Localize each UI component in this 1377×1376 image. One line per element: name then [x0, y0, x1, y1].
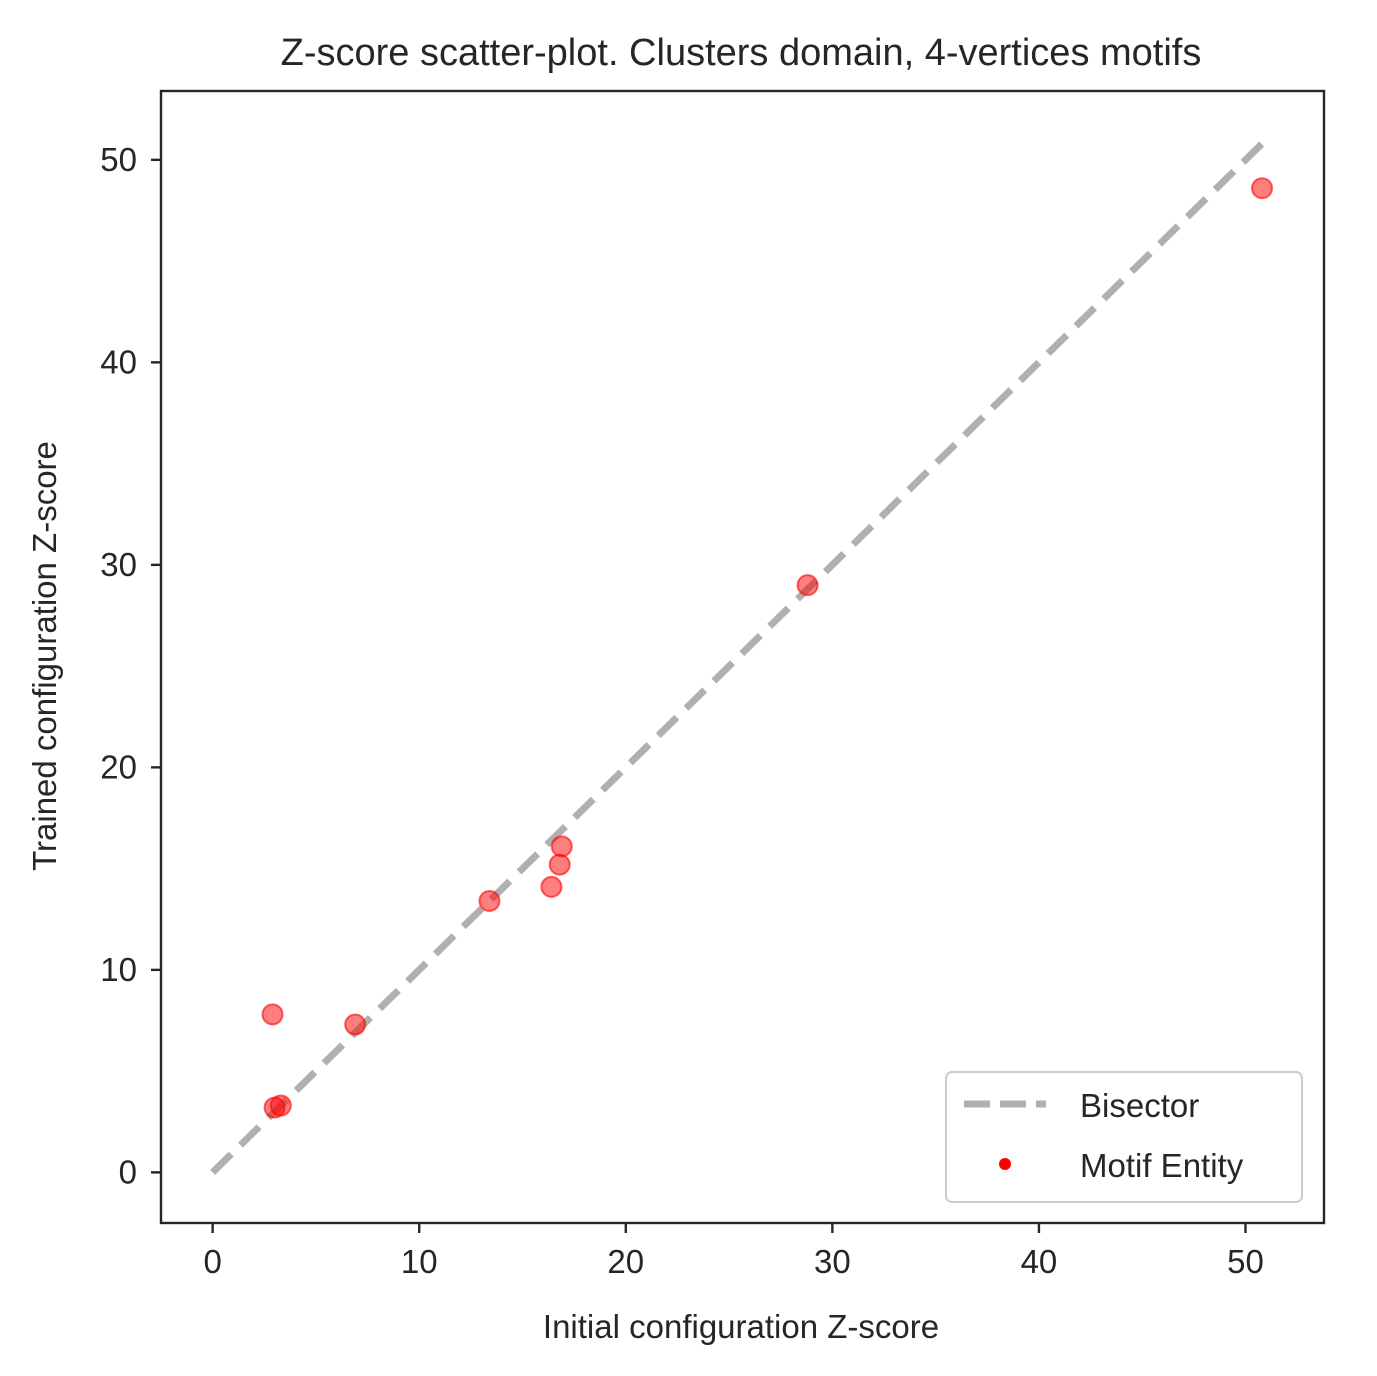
motif-point	[1251, 177, 1274, 200]
motif-point	[344, 1013, 367, 1036]
bisector-line	[210, 141, 1265, 1175]
x-tick-label: 30	[814, 1243, 851, 1280]
chart-title: Z-score scatter-plot. Clusters domain, 4…	[281, 32, 1202, 74]
legend: Bisector Motif Entity	[945, 1071, 1303, 1203]
x-tick-label: 50	[1227, 1243, 1264, 1280]
y-tick-label: 0	[119, 1153, 137, 1190]
y-ticks: 0 10 20 30 40 50	[100, 141, 161, 1190]
legend-box	[945, 1071, 1303, 1203]
motif-point	[269, 1094, 292, 1117]
bisector-layer	[210, 141, 1265, 1175]
legend-bisector-label: Bisector	[1080, 1087, 1199, 1124]
plot-frame	[159, 89, 1326, 1225]
motif-point	[540, 875, 563, 898]
x-ticks: 0 10 20 30 40 50	[203, 1223, 1264, 1280]
y-tick-label: 10	[100, 951, 137, 988]
x-tick-label: 20	[607, 1243, 644, 1280]
y-tick-label: 50	[100, 141, 137, 178]
legend-motif-swatch	[999, 1158, 1011, 1170]
x-axis-label: Initial configuration Z-score	[543, 1308, 939, 1345]
y-tick-label: 40	[100, 343, 137, 380]
motif-point	[548, 853, 571, 876]
motif-point	[261, 1003, 284, 1026]
points-layer	[261, 177, 1274, 1119]
x-tick-label: 0	[203, 1243, 221, 1280]
y-tick-label: 30	[100, 546, 137, 583]
y-axis-label: Trained configuration Z-score	[26, 441, 63, 871]
x-tick-label: 40	[1021, 1243, 1058, 1280]
legend-motif-label: Motif Entity	[1080, 1147, 1244, 1184]
x-tick-label: 10	[401, 1243, 438, 1280]
motif-point	[478, 890, 501, 913]
motif-point	[550, 835, 573, 858]
y-tick-label: 20	[100, 748, 137, 785]
motif-point	[796, 574, 819, 597]
